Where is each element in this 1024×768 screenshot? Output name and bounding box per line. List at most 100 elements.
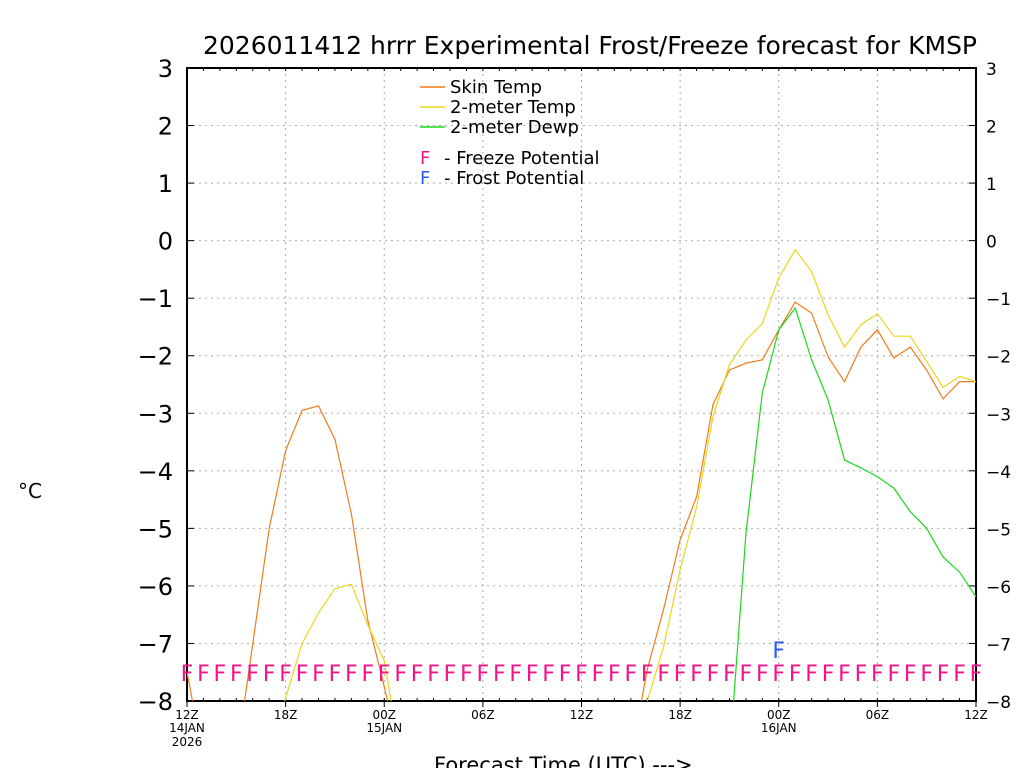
x-tick-label: 00Z [373, 708, 397, 722]
series-line-skin-temp [243, 405, 389, 701]
marker-freeze-potential: F [493, 662, 506, 687]
x-tick-label: 12Z [964, 708, 988, 722]
marker-freeze-potential: F [279, 662, 292, 687]
marker-freeze-potential: F [312, 662, 325, 687]
marker-freeze-potential: F [542, 662, 555, 687]
y-tick-label-left: −3 [138, 400, 173, 428]
x-tick-label: 18Z [668, 708, 692, 722]
marker-freeze-potential: F [740, 662, 753, 687]
chart-title: 2026011412 hrrr Experimental Frost/Freez… [203, 31, 977, 60]
marker-freeze-potential: F [904, 662, 917, 687]
marker-freeze-potential: F [575, 662, 588, 687]
marker-freeze-potential: F [444, 662, 457, 687]
x-tick-label: 18Z [274, 708, 298, 722]
series-lines [187, 248, 976, 701]
x-tick-label: 06Z [471, 708, 495, 722]
marker-freeze-potential: F [822, 662, 835, 687]
marker-freeze-potential: F [361, 662, 374, 687]
y-tick-label-right: −6 [986, 578, 1011, 598]
marker-freeze-potential: F [411, 662, 424, 687]
y-tick-label-right: −4 [986, 463, 1011, 483]
y-tick-label-right: −1 [986, 290, 1011, 310]
marker-freeze-potential: F [937, 662, 950, 687]
y-tick-label-right: −8 [986, 693, 1011, 713]
marker-freeze-potential: F [674, 662, 687, 687]
marker-freeze-potential: F [723, 662, 736, 687]
marker-freeze-potential: F [624, 662, 637, 687]
marker-freeze-potential: F [953, 662, 966, 687]
y-tick-label-left: −2 [138, 343, 173, 371]
y-tick-label-left: 2 [158, 113, 173, 141]
x-tick-date-label: 14JAN [169, 721, 205, 735]
marker-freeze-potential: F [509, 662, 522, 687]
y-tick-label-right: −3 [986, 405, 1011, 425]
legend-marker-label: - Freeze Potential [444, 148, 600, 169]
x-tick-label: 12Z [570, 708, 594, 722]
marker-freeze-potential: F [181, 662, 194, 687]
marker-freeze-potential: F [263, 662, 276, 687]
marker-freeze-potential: F [526, 662, 539, 687]
y-tick-label-left: −6 [138, 573, 173, 601]
marker-freeze-potential: F [345, 662, 358, 687]
y-tick-label-right: −5 [986, 520, 1011, 540]
y-tick-label-left: 0 [158, 228, 173, 256]
y-tick-label-left: −8 [138, 688, 173, 716]
y-axis-label: °C [18, 479, 42, 503]
y-tick-label-left: −7 [138, 630, 173, 658]
y-tick-label-left: 3 [158, 55, 173, 83]
marker-freeze-potential: F [789, 662, 802, 687]
legend-label: 2-meter Dewp [450, 117, 579, 138]
y-tick-label-left: −4 [138, 458, 173, 486]
marker-freeze-potential: F [920, 662, 933, 687]
y-tick-label-right: −7 [986, 635, 1011, 655]
marker-freeze-potential: F [657, 662, 670, 687]
y-tick-label-left: −5 [138, 515, 173, 543]
marker-freeze-potential: F [970, 662, 983, 687]
legend-marker-label: - Frost Potential [444, 168, 584, 189]
marker-freeze-potential: F [772, 662, 785, 687]
legend-marker-symbol: F [420, 148, 430, 169]
y-tick-label-left: −1 [138, 285, 173, 313]
marker-freeze-potential: F [378, 662, 391, 687]
marker-freeze-potential: F [246, 662, 259, 687]
marker-freeze-potential: F [197, 662, 210, 687]
marker-freeze-potential: F [690, 662, 703, 687]
marker-freeze-potential: F [329, 662, 342, 687]
marker-freeze-potential: F [707, 662, 720, 687]
x-tick-label: 00Z [767, 708, 791, 722]
x-tick-label: 06Z [866, 708, 890, 722]
marker-freeze-potential: F [838, 662, 851, 687]
x-axis-label: Forecast Time (UTC) ---> [434, 753, 693, 768]
series-line-skin-temp [187, 672, 194, 701]
marker-freeze-potential: F [230, 662, 243, 687]
legend-label: 2-meter Temp [450, 97, 576, 118]
y-tick-label-right: 2 [986, 118, 997, 138]
series-line-2-meter-temp [284, 583, 392, 701]
marker-freeze-potential: F [477, 662, 490, 687]
y-tick-label-right: 0 [986, 233, 997, 253]
marker-frost-potential: F [772, 639, 785, 664]
series-line-2-meter-temp [646, 248, 976, 701]
marker-freeze-potential: F [592, 662, 605, 687]
marker-freeze-potential: F [296, 662, 309, 687]
marker-freeze-potential: F [427, 662, 440, 687]
marker-freeze-potential: F [871, 662, 884, 687]
marker-freeze-potential: F [460, 662, 473, 687]
x-tick-date-label: 15JAN [366, 721, 402, 735]
marker-freeze-potential: F [559, 662, 572, 687]
marker-freeze-potential: F [756, 662, 769, 687]
marker-freeze-potential: F [887, 662, 900, 687]
marker-freeze-potential: F [641, 662, 654, 687]
marker-freeze-potential: F [608, 662, 621, 687]
marker-freeze-potential: F [394, 662, 407, 687]
y-tick-label-right: −2 [986, 348, 1011, 368]
x-tick-date-label: 16JAN [761, 721, 797, 735]
series-line-2-meter-dewp [733, 306, 976, 701]
legend-label: Skin Temp [450, 77, 542, 98]
legend-marker-symbol: F [420, 168, 430, 189]
y-tick-label-right: 1 [986, 175, 997, 195]
y-tick-label-left: 1 [158, 170, 173, 198]
